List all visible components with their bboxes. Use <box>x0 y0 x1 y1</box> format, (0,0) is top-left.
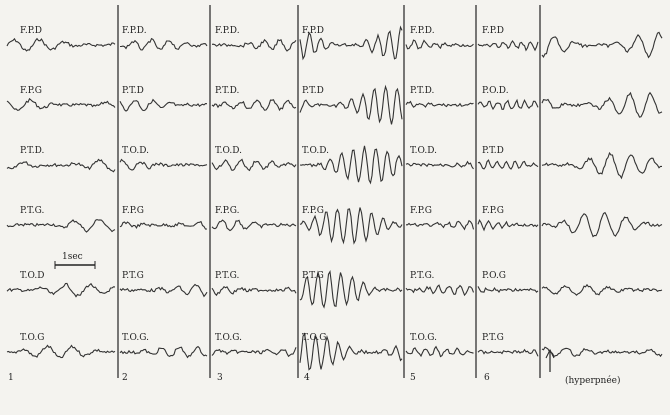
column-number: 4 <box>304 373 310 383</box>
channel-label: T.O.D <box>20 271 44 281</box>
channel-label: P.O.D. <box>482 86 509 96</box>
channel-label: P.T.G. <box>20 206 45 216</box>
channel-label: P.O.G <box>482 271 506 281</box>
channel-label: T.O.D. <box>215 146 242 156</box>
column-number: 5 <box>410 373 416 383</box>
channel-label: F.P.D. <box>410 26 435 36</box>
column-number: 6 <box>484 373 490 383</box>
channel-label: F.P.D <box>20 26 42 36</box>
channel-label: P.T.D. <box>20 146 45 156</box>
channel-label: T.O.D. <box>410 146 437 156</box>
channel-label: F.P.G <box>302 206 324 216</box>
channel-label: P.T.G <box>122 271 144 281</box>
channel-label: F.P.G <box>410 206 432 216</box>
channel-label: F.P.D. <box>122 26 147 36</box>
channel-label: F.P.G <box>482 206 504 216</box>
note: (hyperpnée) <box>565 375 621 386</box>
channel-label: T.O.G <box>20 333 44 343</box>
channel-label: F.P.D <box>482 26 504 36</box>
column-number: 2 <box>122 373 128 383</box>
channel-label: P.T.G <box>302 271 324 281</box>
eeg-figure: 1sec (hyperpnée) 1 F.P.D F.P.G P.T.D. P.T.G.… <box>0 0 670 415</box>
column-number: 3 <box>217 373 223 383</box>
channel-label: T.O.G. <box>410 333 437 343</box>
channel-label: F.P.G. <box>215 206 240 216</box>
scale-label: 1sec <box>62 252 83 262</box>
channel-label: F.P.G <box>122 206 144 216</box>
column-number: 1 <box>8 373 14 383</box>
channel-label: T.O.D. <box>122 146 149 156</box>
channel-label: F.P.G <box>20 86 42 96</box>
channel-label: T.O.G. <box>215 333 242 343</box>
channel-label: F.P.D. <box>215 26 240 36</box>
channel-label: P.T.D. <box>215 86 240 96</box>
channel-label: P.T.G. <box>410 271 435 281</box>
channel-label: P.T.D <box>122 86 144 96</box>
channel-label: P.T.D. <box>410 86 435 96</box>
channel-label: F.P.D <box>302 26 324 36</box>
channel-label: P.T.D <box>482 146 504 156</box>
channel-label: T.O.G <box>302 333 326 343</box>
channel-label: P.T.G <box>482 333 504 343</box>
channel-label: P.T.G. <box>215 271 240 281</box>
channel-label: T.O.G. <box>122 333 149 343</box>
channel-label: P.T.D <box>302 86 324 96</box>
channel-label: T.O.D. <box>302 146 329 156</box>
